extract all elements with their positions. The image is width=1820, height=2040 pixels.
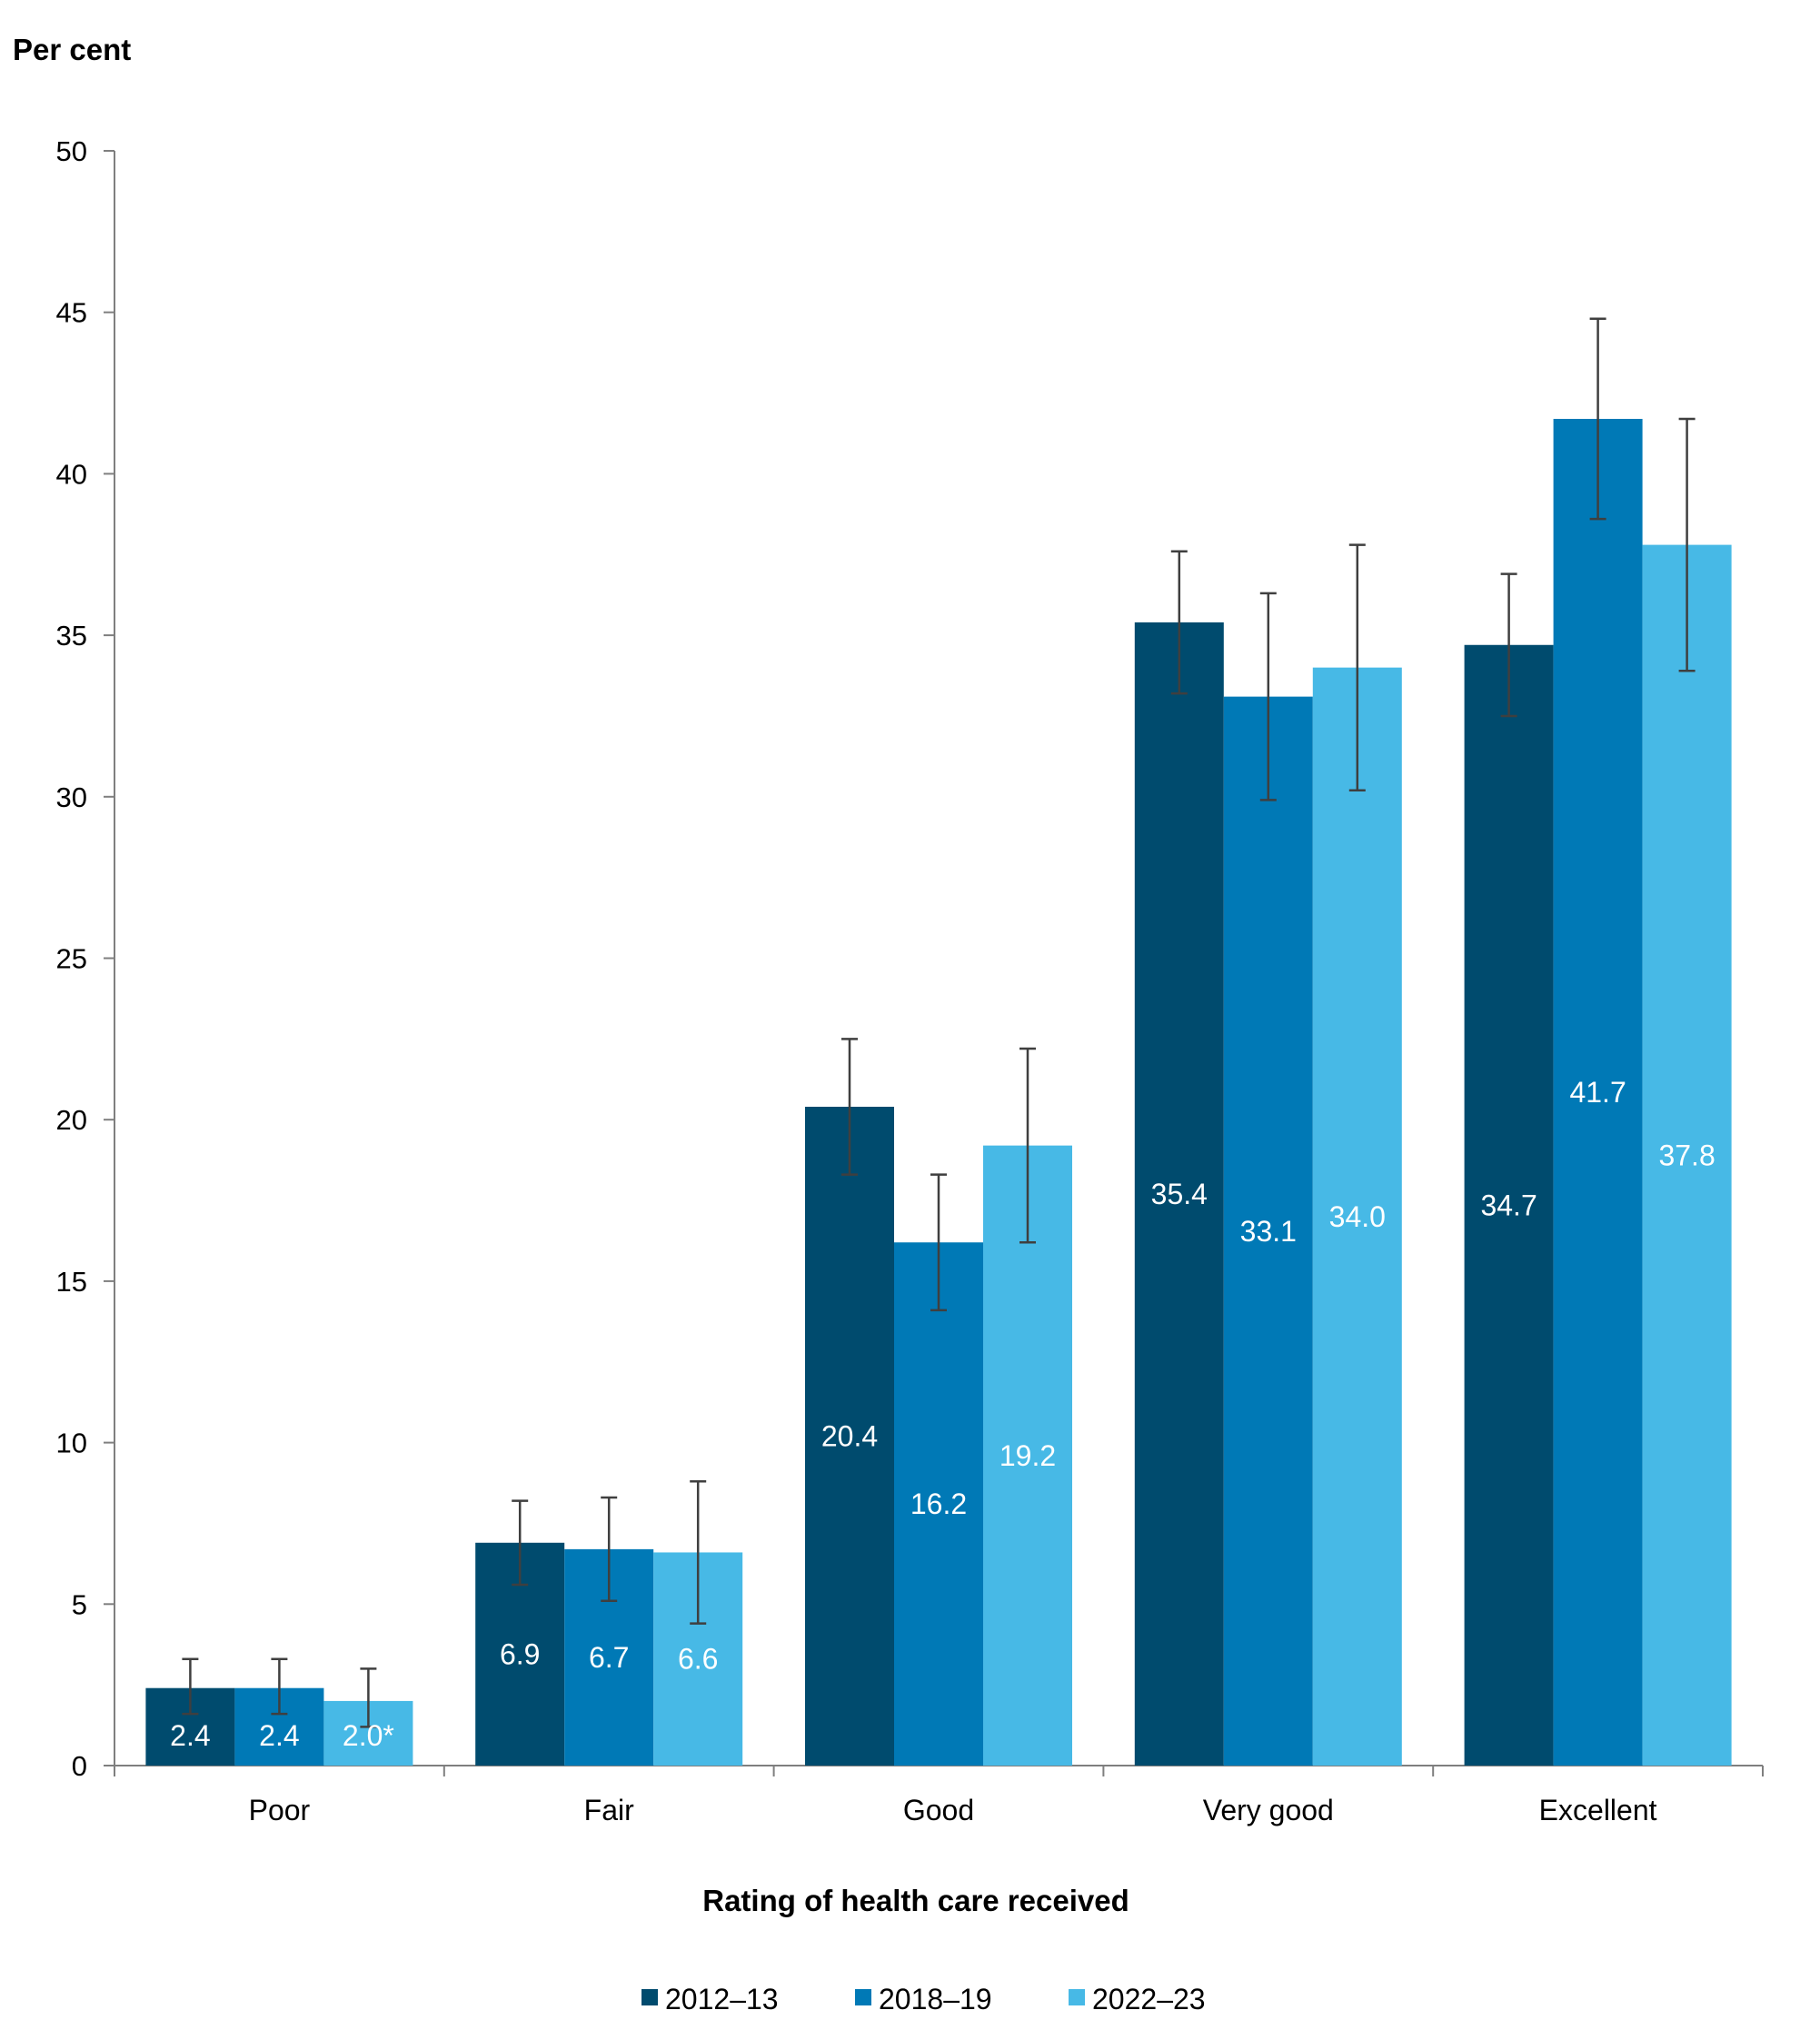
y-tick-label: 5 — [72, 1588, 87, 1620]
data-label: 2.4 — [170, 1719, 210, 1752]
y-tick-label: 15 — [56, 1266, 87, 1298]
data-label: 35.4 — [1151, 1178, 1208, 1210]
y-tick-label: 0 — [72, 1750, 87, 1782]
x-axis-title: Rating of health care received — [702, 1884, 1129, 1917]
bar — [983, 1145, 1072, 1766]
data-label: 16.2 — [910, 1488, 967, 1520]
legend: 2012–13 2018–19 2022–23 — [641, 1983, 1206, 2015]
bar — [1223, 696, 1313, 1766]
bar — [805, 1106, 894, 1766]
data-label: 41.7 — [1569, 1076, 1626, 1109]
data-label: 2.0* — [343, 1719, 394, 1752]
legend-label: 2022–23 — [1092, 1983, 1206, 2015]
bar — [894, 1242, 983, 1766]
x-tick-label: Good — [903, 1794, 974, 1826]
y-tick-label: 40 — [56, 458, 87, 490]
legend-swatch — [855, 1989, 871, 2005]
data-labels: 2.4 2.4 2.0* 6.9 6.7 6.6 20.4 16.2 19.2 35.4 33.1 3… — [170, 1076, 1716, 1752]
x-tick-label: Poor — [249, 1794, 311, 1826]
y-tick-label: 45 — [56, 297, 87, 329]
x-tick-label: Excellent — [1539, 1794, 1657, 1826]
y-tick-label: 35 — [56, 620, 87, 652]
legend-label: 2012–13 — [665, 1983, 779, 2015]
legend-swatch — [1069, 1989, 1085, 2005]
bars — [145, 418, 1732, 1766]
legend-swatch — [641, 1989, 658, 2005]
y-axis-title: Per cent — [13, 33, 131, 66]
data-label: 19.2 — [1000, 1439, 1056, 1472]
y-tick-label: 10 — [56, 1428, 87, 1459]
legend-label: 2018–19 — [879, 1983, 992, 2015]
data-label: 34.0 — [1329, 1200, 1386, 1233]
bar — [1464, 644, 1554, 1766]
bar — [1642, 544, 1732, 1766]
y-tick-label: 20 — [56, 1104, 87, 1136]
data-label: 34.7 — [1480, 1189, 1537, 1221]
data-label: 20.4 — [821, 1419, 878, 1452]
error-bars — [182, 317, 1696, 1728]
bar — [1312, 667, 1402, 1766]
y-tick-label: 25 — [56, 943, 87, 975]
bar — [1134, 622, 1224, 1766]
x-tick-label: Very good — [1203, 1794, 1334, 1826]
x-tick-labels: Poor Fair Good Very good Excellent — [249, 1794, 1657, 1826]
data-label: 37.8 — [1658, 1139, 1715, 1171]
bar — [1553, 418, 1643, 1766]
data-label: 2.4 — [259, 1719, 299, 1752]
data-label: 33.1 — [1240, 1215, 1297, 1248]
x-tick-label: Fair — [584, 1794, 634, 1826]
data-label: 6.7 — [589, 1641, 629, 1674]
y-tick-label: 50 — [56, 135, 87, 167]
data-label: 6.6 — [678, 1643, 718, 1676]
y-tick-label: 30 — [56, 781, 87, 813]
data-label: 6.9 — [500, 1637, 540, 1670]
